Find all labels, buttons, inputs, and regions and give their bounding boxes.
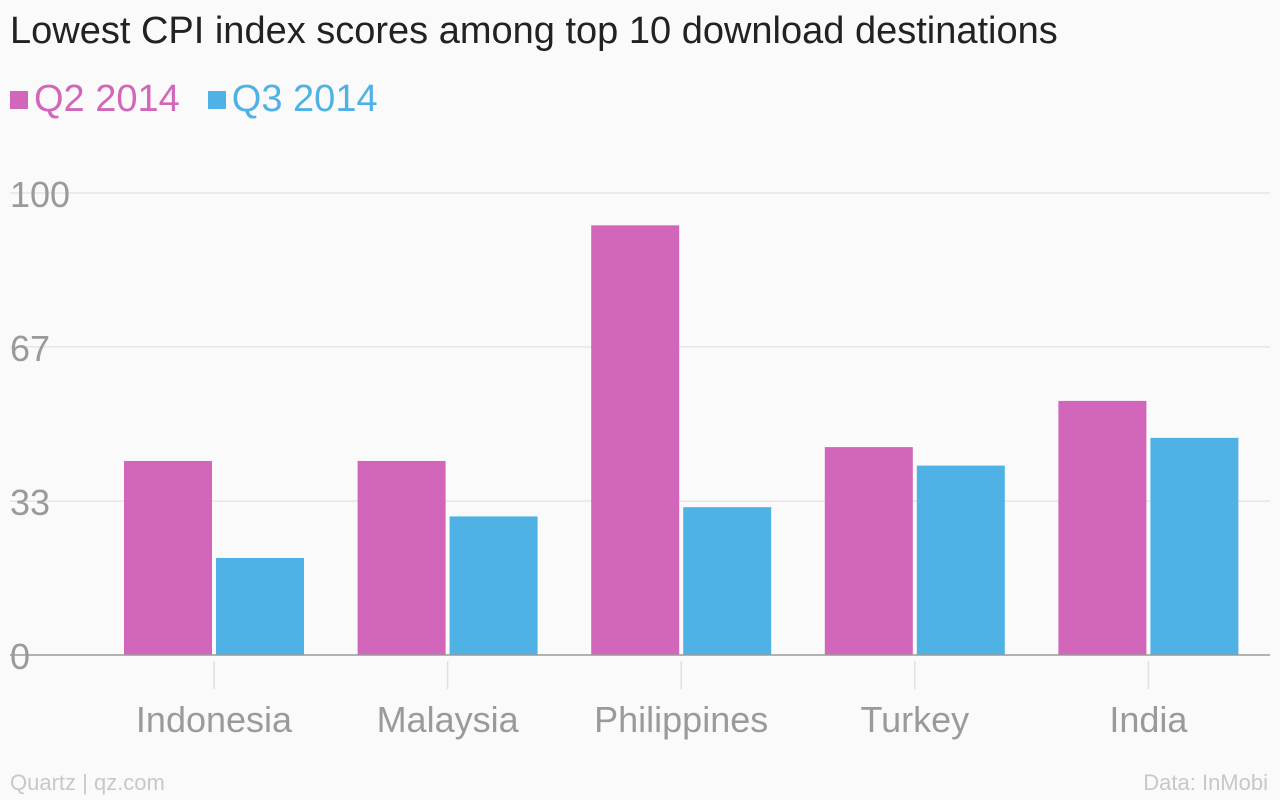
bar-india-q2 (1058, 400, 1147, 655)
bar-philippines-q2 (591, 225, 680, 655)
legend-swatch-q3 (207, 90, 226, 109)
y-tick-label-100: 100 (10, 174, 70, 215)
bar-indonesia-q2 (124, 460, 212, 655)
bar-turkey-q2 (824, 447, 913, 655)
legend-label-q3: Q3 2014 (231, 78, 378, 120)
chart-title: Lowest CPI index scores among top 10 dow… (10, 10, 1058, 52)
x-tick-label-india: India (1109, 699, 1188, 740)
x-tick-label-turkey: Turkey (860, 699, 969, 740)
legend: Q2 2014 Q3 2014 (10, 78, 406, 121)
bar-philippines-q3 (683, 507, 772, 655)
legend-item-q3: Q3 2014 (207, 78, 378, 121)
bar-malaysia-q2 (357, 460, 446, 655)
bar-indonesia-q3 (216, 557, 304, 655)
y-tick-label-67: 67 (10, 328, 50, 369)
y-tick-label-33: 33 (10, 482, 50, 523)
x-tick-label-indonesia: Indonesia (136, 699, 293, 740)
legend-item-q2: Q2 2014 (10, 78, 180, 121)
legend-swatch-q2 (10, 90, 28, 109)
y-tick-label-0: 0 (10, 636, 30, 677)
x-tick-label-malaysia: Malaysia (377, 699, 520, 740)
bar-india-q3 (1150, 437, 1239, 655)
bar-malaysia-q3 (449, 516, 538, 655)
bar-turkey-q3 (916, 465, 1005, 655)
data-source: Data: InMobi (1143, 770, 1268, 795)
source-credit: Quartz | qz.com (10, 770, 165, 795)
legend-label-q2: Q2 2014 (34, 78, 180, 120)
x-tick-label-philippines: Philippines (594, 699, 768, 740)
